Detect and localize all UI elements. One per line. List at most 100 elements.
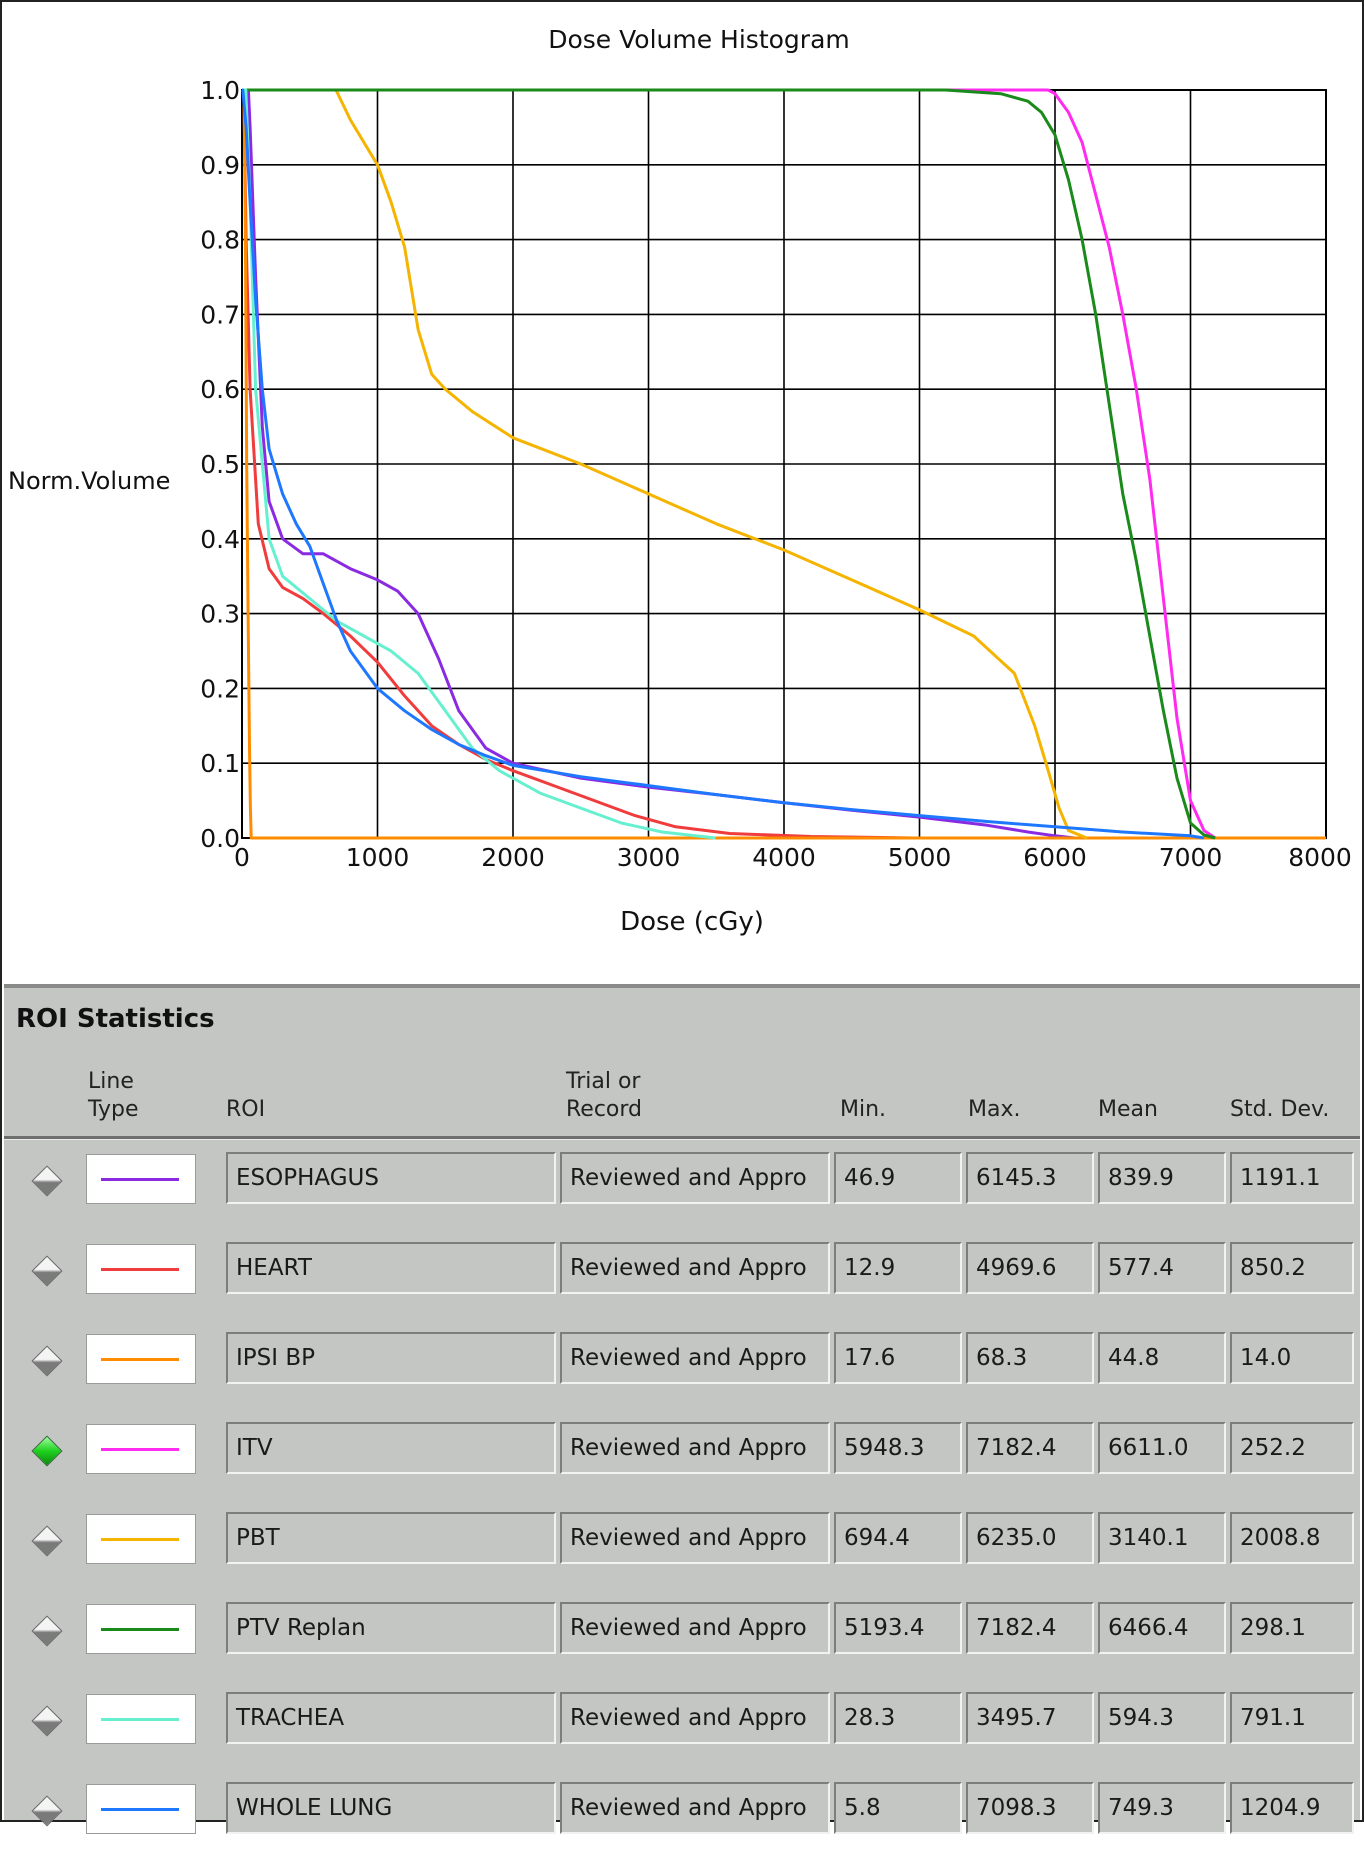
line-type-swatch[interactable] (86, 1154, 196, 1204)
max-dose-field: 7182.4 (966, 1602, 1094, 1654)
roi-select-radio[interactable] (31, 1345, 63, 1377)
std-dev-field: 850.2 (1230, 1242, 1354, 1294)
max-dose-field: 4969.6 (966, 1242, 1094, 1294)
y-tick-label: 0.2 (200, 674, 240, 703)
header-roi: ROI (226, 1097, 266, 1122)
table-row[interactable]: ITV Reviewed and Appro 5948.3 7182.4 6611.0 2… (4, 1410, 1360, 1500)
max-dose-field: 7098.3 (966, 1782, 1094, 1834)
x-tick-label: 6000 (1023, 843, 1087, 872)
y-tick-label: 0.0 (200, 824, 240, 853)
std-dev-field: 252.2 (1230, 1422, 1354, 1474)
x-tick-label: 0 (234, 843, 250, 872)
x-axis-label: Dose (cGy) (620, 907, 764, 937)
mean-dose-field: 6466.4 (1098, 1602, 1226, 1654)
roi-name-field: ITV (226, 1422, 556, 1474)
dvh-chart-panel: 0 1000 2000 3000 4000 5000 6000 7000 8000 0.0 0.1 0… (4, 4, 1360, 984)
trial-record-field: Reviewed and Appro (560, 1512, 830, 1564)
min-dose-field: 12.9 (834, 1242, 962, 1294)
min-dose-field: 694.4 (834, 1512, 962, 1564)
roi-statistics-panel: ROI Statistics Line Type ROI Trial or Re… (4, 988, 1360, 1834)
mean-dose-field: 749.3 (1098, 1782, 1226, 1834)
mean-dose-field: 839.9 (1098, 1152, 1226, 1204)
line-color-sample (101, 1628, 179, 1631)
std-dev-field: 791.1 (1230, 1692, 1354, 1744)
line-type-swatch[interactable] (86, 1244, 196, 1294)
std-dev-field: 1204.9 (1230, 1782, 1354, 1834)
chart-grid (241, 89, 1327, 839)
table-row[interactable]: PTV Replan Reviewed and Appro 5193.4 7182.4… (4, 1590, 1360, 1680)
header-max: Max. (968, 1097, 1021, 1122)
x-tick-label: 1000 (346, 843, 410, 872)
table-row[interactable]: ESOPHAGUS Reviewed and Appro 46.9 6145.3 839… (4, 1140, 1360, 1230)
y-tick-label: 0.3 (200, 600, 240, 629)
line-color-sample (101, 1718, 179, 1721)
roi-select-radio[interactable] (31, 1255, 63, 1287)
roi-select-radio[interactable] (31, 1525, 63, 1557)
roi-select-radio[interactable] (31, 1615, 63, 1647)
roi-select-radio[interactable] (31, 1165, 63, 1197)
x-tick-label: 7000 (1159, 843, 1223, 872)
line-type-swatch[interactable] (86, 1334, 196, 1384)
mean-dose-field: 44.8 (1098, 1332, 1226, 1384)
series-line-whole-lung (241, 88, 1205, 840)
roi-statistics-title: ROI Statistics (16, 1004, 215, 1034)
header-mean: Mean (1098, 1097, 1158, 1122)
max-dose-field: 3495.7 (966, 1692, 1094, 1744)
line-type-swatch[interactable] (86, 1424, 196, 1474)
chart-ticks: 0 1000 2000 3000 4000 5000 6000 7000 8000 0.0 0.1 0… (200, 76, 1352, 872)
mean-dose-field: 577.4 (1098, 1242, 1226, 1294)
y-tick-label: 0.6 (200, 375, 240, 404)
std-dev-field: 1191.1 (1230, 1152, 1354, 1204)
series-line-ptv-replan (242, 88, 1216, 840)
roi-name-field: PTV Replan (226, 1602, 556, 1654)
trial-record-field: Reviewed and Appro (560, 1602, 830, 1654)
table-row[interactable]: TRACHEA Reviewed and Appro 28.3 3495.7 594.3… (4, 1680, 1360, 1770)
header-min: Min. (840, 1097, 887, 1122)
y-axis-label: Norm.Volume (8, 467, 170, 495)
roi-name-field: HEART (226, 1242, 556, 1294)
line-color-sample (101, 1178, 179, 1181)
max-dose-field: 68.3 (966, 1332, 1094, 1384)
trial-record-field: Reviewed and Appro (560, 1242, 830, 1294)
chart-series (241, 88, 1326, 840)
dvh-chart: 0 1000 2000 3000 4000 5000 6000 7000 8000 0.0 0.1 0… (8, 25, 1352, 937)
std-dev-field: 2008.8 (1230, 1512, 1354, 1564)
y-tick-label: 0.4 (200, 525, 240, 554)
table-row[interactable]: WHOLE LUNG Reviewed and Appro 5.8 7098.3 749… (4, 1770, 1360, 1860)
header-std-dev: Std. Dev. (1230, 1097, 1330, 1122)
min-dose-field: 5.8 (834, 1782, 962, 1834)
chart-title: Dose Volume Histogram (548, 25, 850, 54)
x-tick-label: 3000 (617, 843, 681, 872)
table-row[interactable]: HEART Reviewed and Appro 12.9 4969.6 577.4 85… (4, 1230, 1360, 1320)
min-dose-field: 5193.4 (834, 1602, 962, 1654)
trial-record-field: Reviewed and Appro (560, 1692, 830, 1744)
x-tick-label: 8000 (1288, 843, 1352, 872)
x-tick-label: 5000 (888, 843, 952, 872)
std-dev-field: 298.1 (1230, 1602, 1354, 1654)
line-type-swatch[interactable] (86, 1514, 196, 1564)
series-line-heart (242, 88, 916, 840)
table-row[interactable]: IPSI BP Reviewed and Appro 17.6 68.3 44.8 14.… (4, 1320, 1360, 1410)
line-color-sample (101, 1358, 179, 1361)
trial-record-field: Reviewed and Appro (560, 1782, 830, 1834)
roi-select-radio[interactable] (31, 1705, 63, 1737)
y-tick-label: 0.5 (200, 450, 240, 479)
series-line-itv (242, 88, 1217, 840)
roi-select-radio[interactable] (31, 1435, 63, 1467)
y-tick-label: 0.8 (200, 226, 240, 255)
y-tick-label: 0.1 (200, 749, 240, 778)
line-color-sample (101, 1268, 179, 1271)
line-type-swatch[interactable] (86, 1784, 196, 1834)
min-dose-field: 28.3 (834, 1692, 962, 1744)
std-dev-field: 14.0 (1230, 1332, 1354, 1384)
mean-dose-field: 3140.1 (1098, 1512, 1226, 1564)
line-type-swatch[interactable] (86, 1604, 196, 1654)
line-color-sample (101, 1538, 179, 1541)
panel-divider[interactable] (4, 984, 1360, 988)
y-tick-label: 0.9 (200, 151, 240, 180)
min-dose-field: 5948.3 (834, 1422, 962, 1474)
x-tick-label: 2000 (481, 843, 545, 872)
trial-record-field: Reviewed and Appro (560, 1422, 830, 1474)
line-type-swatch[interactable] (86, 1694, 196, 1744)
table-row[interactable]: PBT Reviewed and Appro 694.4 6235.0 3140.1 20… (4, 1500, 1360, 1590)
